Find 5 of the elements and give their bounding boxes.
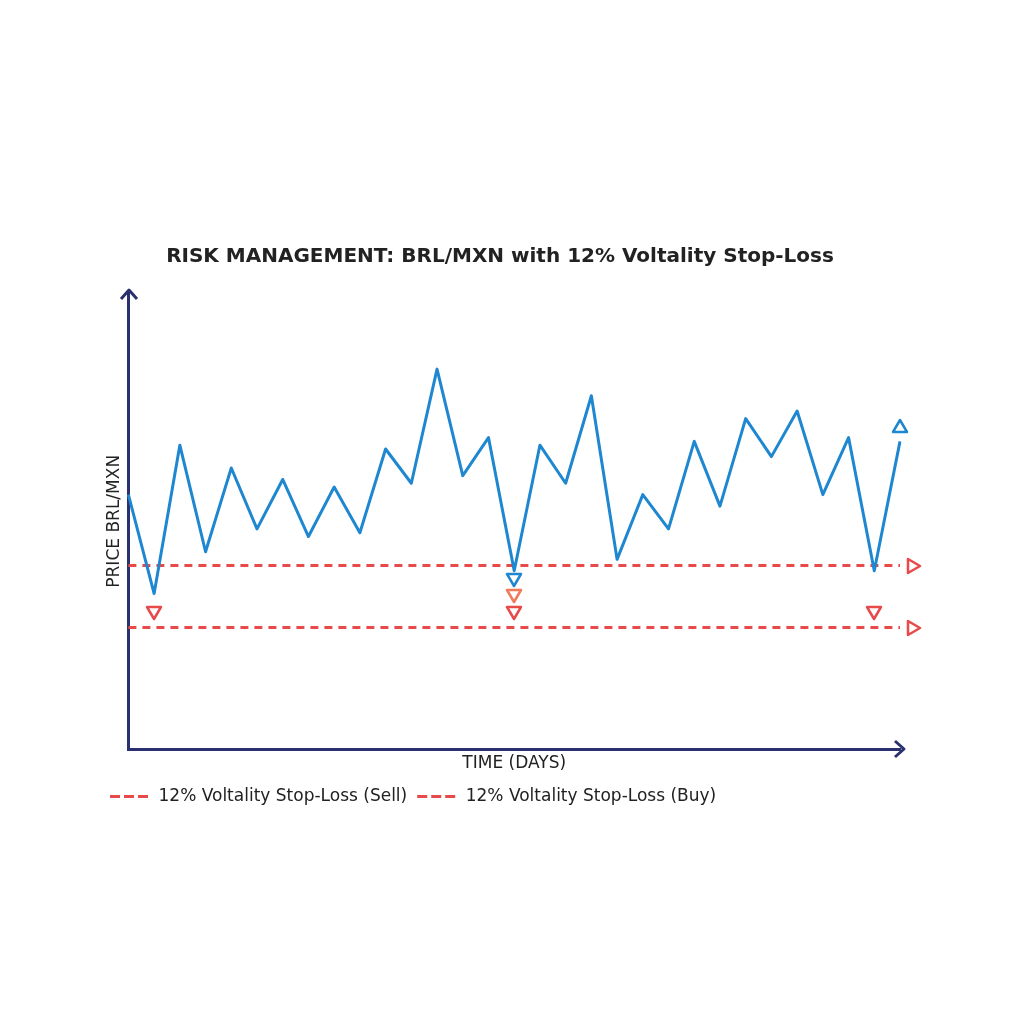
legend-label: 12% Voltality Stop-Loss (Sell) [158, 784, 408, 805]
y-axis-title: PRICE BRL/MXN [102, 454, 123, 588]
x-axis-title: TIME (DAYS) [461, 752, 567, 773]
chart-title: RISK MANAGEMENT: BRL/MXN with 12% Voltality Stop-Loss [166, 243, 834, 268]
legend-label: 12% Voltality Stop-Loss (Buy) [465, 784, 717, 805]
